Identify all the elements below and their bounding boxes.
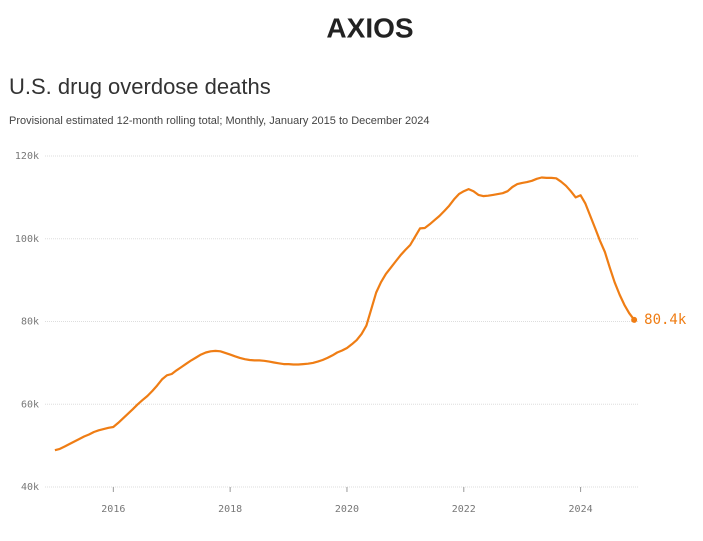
chart-title: U.S. drug overdose deaths (9, 74, 271, 99)
brand-logo: AXIOS (326, 12, 413, 43)
x-tick-label: 2018 (218, 504, 242, 515)
y-tick-label: 80k (21, 317, 39, 328)
chart-subtitle: Provisional estimated 12-month rolling t… (9, 115, 429, 127)
x-tick-label: 2022 (452, 504, 476, 515)
x-tick-label: 2020 (335, 504, 359, 515)
x-tick-label: 2024 (569, 504, 593, 515)
line-series (54, 176, 636, 452)
x-tick-label: 2016 (101, 504, 125, 515)
end-point (631, 316, 638, 323)
y-tick-label: 60k (21, 399, 39, 410)
y-tick-label: 120k (15, 151, 39, 162)
y-tick-label: 40k (21, 482, 39, 493)
end-label: 80.4k (644, 312, 687, 328)
y-tick-label: 100k (15, 234, 39, 245)
